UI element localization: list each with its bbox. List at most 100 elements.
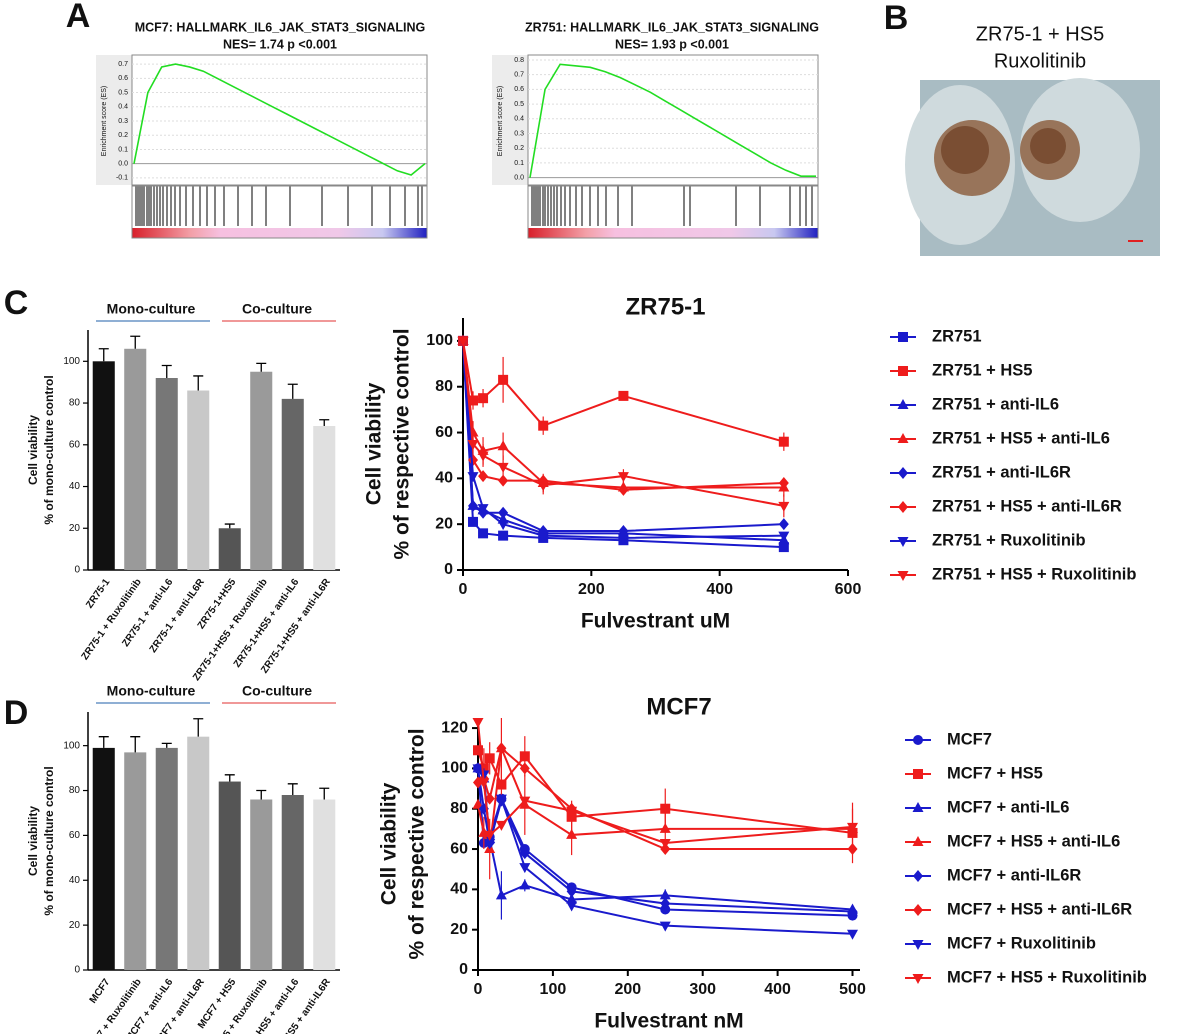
legend-marker — [912, 802, 924, 812]
error-bar — [130, 736, 141, 753]
bar — [92, 361, 115, 570]
marker — [478, 470, 489, 483]
image-title: ZR75-1 + HS5 — [976, 23, 1104, 45]
y-tick-label: 0.4 — [514, 116, 524, 123]
chart-title: ZR751: HALLMARK_IL6_JAK_STAT3_SIGNALING — [525, 20, 819, 34]
y-tick-label: 0.4 — [118, 104, 128, 111]
y-tick-label: 0.3 — [514, 130, 524, 137]
panel-label: D — [4, 694, 29, 732]
legend-marker — [897, 399, 909, 409]
y-tick-label: 20 — [450, 921, 468, 938]
marker — [519, 863, 531, 874]
marker — [566, 828, 578, 839]
bar — [218, 781, 241, 970]
legend-marker — [898, 501, 908, 513]
marker — [519, 796, 531, 807]
marker — [778, 518, 789, 531]
group-label: Co-culture — [242, 301, 312, 317]
y-tick-label: 0.6 — [514, 86, 524, 93]
marker — [778, 436, 789, 447]
marker — [498, 374, 509, 385]
y-tick-label: 60 — [450, 840, 468, 857]
y-tick-label: 60 — [69, 439, 81, 450]
x-tick-label: ZR75-1 + Ruxolitinib — [80, 577, 144, 662]
marker — [477, 504, 489, 515]
marker — [472, 718, 484, 729]
y-tick-label: 0 — [74, 565, 80, 576]
y-tick-label: 100 — [63, 740, 80, 751]
marker — [468, 454, 479, 467]
legend-label: MCF7 + HS5 + Ruxolitinib — [947, 968, 1147, 986]
marker — [519, 751, 530, 762]
marker — [778, 531, 790, 542]
marker — [660, 897, 671, 910]
legend-marker — [912, 836, 924, 846]
x-tick-label: MCF7 — [88, 977, 113, 1006]
group-label: Mono-culture — [107, 301, 196, 317]
marker — [468, 395, 479, 406]
legend-marker — [897, 433, 909, 443]
error-bar — [98, 736, 109, 748]
series-line — [477, 768, 853, 913]
bar — [313, 799, 336, 970]
y-tick-label: 100 — [63, 356, 80, 367]
error-bar — [193, 718, 204, 737]
marker — [659, 921, 671, 932]
y-tick-label: 0.8 — [514, 57, 524, 64]
marker — [566, 885, 577, 898]
legend-marker — [898, 366, 908, 376]
y-tick-label: 40 — [69, 875, 81, 886]
legend-label: MCF7 + HS5 + anti-IL6R — [947, 900, 1132, 918]
bar — [155, 378, 178, 570]
marker — [778, 476, 789, 489]
legend-label: MCF7 + anti-IL6 — [947, 798, 1069, 816]
legend-marker — [912, 974, 924, 984]
marker — [495, 820, 507, 831]
legend-label: ZR751 + Ruxolitinib — [932, 531, 1086, 549]
legend-label: ZR751 + HS5 + Ruxolitinib — [932, 565, 1136, 583]
legend-label: ZR751 + HS5 — [932, 361, 1032, 379]
panel-label: C — [4, 284, 29, 322]
marker — [847, 929, 859, 940]
bar — [155, 747, 178, 970]
marker — [660, 843, 671, 856]
legend-marker — [898, 332, 908, 342]
axis-panel — [492, 55, 528, 185]
marker — [537, 481, 549, 492]
x-tick-label: 300 — [689, 981, 716, 998]
marker — [484, 830, 496, 841]
x-tick-label: 200 — [614, 981, 641, 998]
legend-marker — [913, 769, 923, 779]
y-tick-label: 0.0 — [118, 161, 128, 168]
legend-label: ZR751 + anti-IL6 — [932, 395, 1059, 413]
error-bar — [287, 783, 298, 796]
x-tick-label: 400 — [764, 981, 791, 998]
marker — [468, 516, 479, 527]
y-tick-label: 20 — [69, 920, 81, 931]
marker — [497, 520, 509, 531]
marker — [659, 889, 671, 900]
error-bar — [319, 787, 330, 800]
y-axis-label: % of mono-culture control — [42, 766, 56, 915]
y-tick-label: 0.5 — [118, 89, 128, 96]
marker — [519, 847, 530, 860]
marker — [477, 451, 489, 462]
y-axis-label: Enrichment score (ES) — [101, 86, 108, 156]
chart-title: ZR75-1 — [625, 293, 705, 320]
legend-label: ZR751 + anti-IL6R — [932, 463, 1071, 481]
bar — [281, 398, 304, 570]
marker — [495, 794, 507, 805]
series-line — [462, 340, 784, 533]
y-axis-label: Cell viability — [378, 782, 401, 905]
error-bar — [161, 742, 172, 748]
x-axis-label: Fulvestrant nM — [594, 1010, 743, 1033]
marker — [457, 336, 469, 347]
legend-marker — [913, 735, 923, 745]
error-bar — [161, 364, 172, 378]
hits-frame — [527, 185, 819, 239]
micrograph — [905, 78, 1160, 256]
y-tick-label: 40 — [69, 481, 81, 492]
chart-subtitle: NES= 1.74 p <0.001 — [223, 37, 337, 51]
marker — [660, 803, 671, 814]
y-tick-label: 120 — [441, 719, 468, 736]
